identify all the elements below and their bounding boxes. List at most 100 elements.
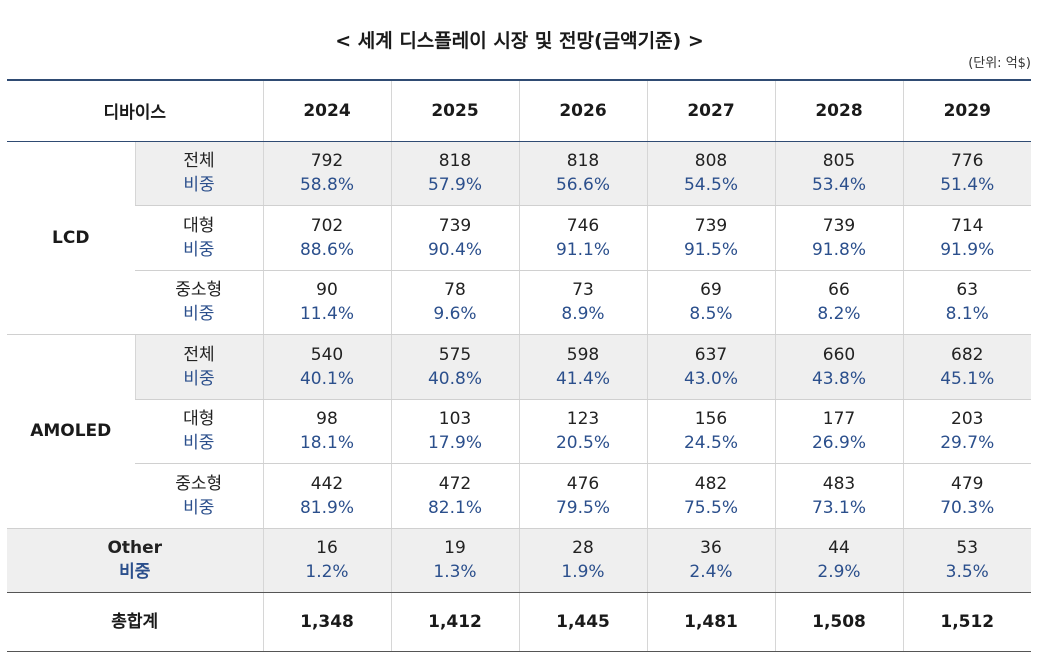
market-share: 1.2% xyxy=(305,562,349,583)
value-cell: 483 73.1% xyxy=(774,463,903,529)
market-value: 483 xyxy=(822,473,856,494)
segment-label: 전체 xyxy=(183,151,215,172)
header-year: 2025 xyxy=(390,80,519,142)
market-share: 24.5% xyxy=(683,433,738,454)
device-group-label: AMOLED xyxy=(7,334,135,529)
other-label-cell: Other 비중 xyxy=(7,528,263,593)
market-value: 19 xyxy=(444,538,466,559)
table-row: 중소형 비중 90 11.4% 78 9.6% 73 8.9% 69 8.5% 66 8.2% 63 8.… xyxy=(7,270,1031,335)
market-value: 739 xyxy=(694,215,728,236)
market-value: 818 xyxy=(566,151,600,172)
total-label: 총합계 xyxy=(7,592,263,652)
market-value: 808 xyxy=(694,151,728,172)
value-cell: 63 8.1% xyxy=(902,270,1031,335)
value-cell: 73 8.9% xyxy=(518,270,647,335)
market-share: 18.1% xyxy=(299,433,354,454)
market-share: 73.1% xyxy=(811,497,866,518)
market-share: 29.7% xyxy=(940,433,995,454)
value-cell: 78 9.6% xyxy=(390,270,519,335)
segment-cell: 대형 비중 xyxy=(135,205,263,271)
market-share: 51.4% xyxy=(940,175,995,196)
value-cell: 98 18.1% xyxy=(262,399,391,464)
value-cell: 702 88.6% xyxy=(262,205,391,271)
total-value: 1,412 xyxy=(390,592,519,652)
market-value: 69 xyxy=(700,280,722,301)
header-year: 2027 xyxy=(646,80,775,142)
value-cell: 103 17.9% xyxy=(390,399,519,464)
segment-label: 중소형 xyxy=(175,473,223,494)
value-cell: 44 2.9% xyxy=(774,528,903,593)
market-value: 177 xyxy=(822,409,856,430)
value-cell: 66 8.2% xyxy=(774,270,903,335)
other-label: Other xyxy=(107,538,163,559)
market-value: 66 xyxy=(828,280,850,301)
segment-label: 중소형 xyxy=(175,280,223,301)
market-share: 70.3% xyxy=(940,497,995,518)
table-row: 대형 비중 98 18.1% 103 17.9% 123 20.5% 156 24.5% 177 26… xyxy=(7,399,1031,464)
market-value: 818 xyxy=(438,151,472,172)
market-share: 1.3% xyxy=(433,562,477,583)
total-value: 1,508 xyxy=(774,592,903,652)
segment-label: 대형 xyxy=(183,215,215,236)
value-cell: 442 81.9% xyxy=(262,463,391,529)
market-share: 3.5% xyxy=(945,562,989,583)
value-cell: 818 57.9% xyxy=(390,141,519,206)
share-label: 비중 xyxy=(183,497,215,518)
market-share: 79.5% xyxy=(555,497,610,518)
market-share: 81.9% xyxy=(299,497,354,518)
market-value: 482 xyxy=(694,473,728,494)
table-title: < 세계 디스플레이 시장 및 전망(금액기준) > xyxy=(335,30,704,52)
market-value: 203 xyxy=(951,409,984,430)
market-value: 598 xyxy=(566,344,600,365)
share-label: 비중 xyxy=(183,433,215,454)
market-value: 714 xyxy=(951,215,984,236)
market-share: 40.1% xyxy=(299,368,354,389)
header-year: 2026 xyxy=(518,80,647,142)
segment-cell: 중소형 비중 xyxy=(135,270,263,335)
value-cell: 36 2.4% xyxy=(646,528,775,593)
market-share: 9.6% xyxy=(433,304,477,325)
value-cell: 53 3.5% xyxy=(902,528,1031,593)
total-value: 1,445 xyxy=(518,592,647,652)
value-cell: 818 56.6% xyxy=(518,141,647,206)
segment-cell: 대형 비중 xyxy=(135,399,263,464)
value-cell: 203 29.7% xyxy=(902,399,1031,464)
market-share: 17.9% xyxy=(427,433,482,454)
share-label: 비중 xyxy=(183,175,215,196)
table-row: 대형 비중 702 88.6% 739 90.4% 746 91.1% 739 91.5% 739 9… xyxy=(7,205,1031,271)
header-year: 2024 xyxy=(262,80,391,142)
value-cell: 472 82.1% xyxy=(390,463,519,529)
value-cell: 575 40.8% xyxy=(390,334,519,400)
total-value: 1,348 xyxy=(262,592,391,652)
market-share: 40.8% xyxy=(427,368,482,389)
value-cell: 69 8.5% xyxy=(646,270,775,335)
value-cell: 479 70.3% xyxy=(902,463,1031,529)
market-share: 8.2% xyxy=(817,304,861,325)
value-cell: 156 24.5% xyxy=(646,399,775,464)
total-value: 1,512 xyxy=(902,592,1031,652)
other-row: Other 비중 16 1.2% 19 1.3% 28 1.9% 36 2.4% 44 2.9% 53 3… xyxy=(7,528,1031,593)
header-year: 2028 xyxy=(774,80,903,142)
market-value: 78 xyxy=(444,280,466,301)
market-value: 73 xyxy=(572,280,594,301)
value-cell: 19 1.3% xyxy=(390,528,519,593)
market-value: 776 xyxy=(951,151,984,172)
market-value: 442 xyxy=(310,473,344,494)
value-cell: 660 43.8% xyxy=(774,334,903,400)
value-cell: 598 41.4% xyxy=(518,334,647,400)
value-cell: 808 54.5% xyxy=(646,141,775,206)
market-value: 792 xyxy=(310,151,344,172)
value-cell: 746 91.1% xyxy=(518,205,647,271)
total-row: 총합계 1,348 1,412 1,445 1,481 1,508 1,512 xyxy=(7,592,1031,652)
market-value: 63 xyxy=(956,280,979,301)
unit-label: (단위: 억$) xyxy=(968,56,1031,71)
market-value: 156 xyxy=(694,409,728,430)
table-row: LCD 전체 비중 792 58.8% 818 57.9% 818 56.6% 808 54.5% 8… xyxy=(7,141,1031,335)
market-share: 41.4% xyxy=(555,368,610,389)
market-value: 476 xyxy=(566,473,600,494)
market-share: 26.9% xyxy=(811,433,866,454)
market-value: 123 xyxy=(566,409,600,430)
market-share: 91.5% xyxy=(683,239,738,260)
market-value: 660 xyxy=(822,344,856,365)
